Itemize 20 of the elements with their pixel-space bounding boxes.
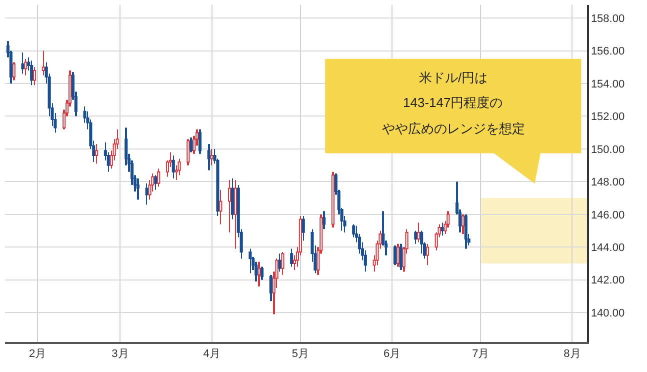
y-tick-label: 154.00 [590, 78, 625, 90]
x-tick-label: 8月 [564, 348, 581, 360]
y-tick-label: 142.00 [590, 274, 625, 287]
y-tick-label: 150.00 [590, 144, 625, 156]
annotation: 143-147円程度の [403, 95, 503, 110]
y-tick-label: 158.00 [590, 12, 625, 25]
y-tick-label: 148.00 [590, 176, 625, 189]
x-tick-label: 4月 [203, 348, 220, 360]
x-tick-label: 6月 [383, 348, 401, 360]
x-tick-label: 7月 [472, 348, 490, 360]
y-tick-label: 140.00 [590, 307, 625, 320]
annotation: 米ドル/円は [419, 70, 488, 85]
x-tick-label: 2月 [28, 348, 46, 360]
annotation: やや広めのレンジを想定 [382, 121, 525, 136]
x-tick-label: 5月 [292, 348, 309, 360]
y-tick-label: 144.00 [590, 242, 625, 254]
y-tick-label: 156.00 [590, 46, 625, 58]
y-tick-label: 152.00 [590, 111, 625, 124]
x-tick-label: 3月 [112, 348, 129, 360]
y-tick-label: 146.00 [590, 209, 625, 222]
